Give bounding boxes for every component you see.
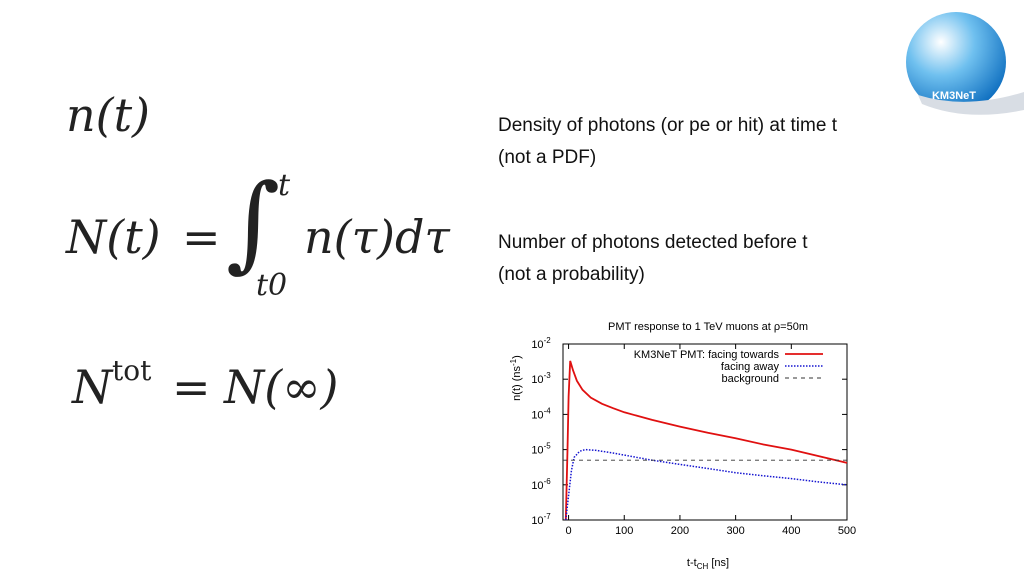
x-tick-label: 500 [838, 525, 856, 537]
chart-title: PMT response to 1 TeV muons at ρ=50m [608, 321, 808, 333]
formula-total-sup: tot [112, 354, 152, 387]
density-description-line2: (not a PDF) [498, 147, 597, 168]
y-tick-label: 10-6 [531, 477, 551, 492]
density-description: Density of photons (or pe or hit) at tim… [498, 110, 837, 174]
pmt-response-chart: PMT response to 1 TeV muons at ρ=50m n(t… [490, 312, 870, 576]
y-tick-label: 10-5 [531, 442, 551, 457]
formula-cumulative: N(t) = ∫ t t0 n(τ)dτ [66, 161, 466, 303]
density-description-line1: Density of photons (or pe or hit) at tim… [498, 115, 837, 136]
integrand: n(τ)dτ [304, 210, 450, 264]
y-tick-label: 10-4 [531, 406, 551, 421]
formula-total-rhs: N(∞) [224, 360, 339, 414]
plot-frame [562, 343, 848, 521]
integral-sign: ∫ [226, 161, 281, 283]
y-tick-label: 10-3 [531, 371, 551, 386]
y-tick-label: 10-7 [531, 512, 551, 527]
formula-cumulative-lhs: N(t) [66, 210, 161, 264]
chart-xlabel: t-tCH [ns] [687, 557, 729, 571]
x-tick-label: 0 [566, 525, 572, 537]
formula-density: n(t) [66, 88, 150, 142]
km3net-logo: KM3NeT [896, 0, 1024, 120]
legend-label-1: KM3NeT PMT: facing towards [634, 349, 780, 361]
x-tick-label: 100 [615, 525, 633, 537]
formula-total-equals: = [172, 360, 211, 414]
formula-density-lhs: n(t) [66, 88, 151, 142]
formula-total-base: N [72, 360, 113, 414]
integral-lower-limit: t0 [256, 268, 288, 303]
chart-ylabel: n(t) (ns-1) [509, 355, 523, 401]
number-description: Number of photons detected before t (not… [498, 227, 807, 291]
formula-total: N tot = N(∞) [72, 354, 372, 420]
x-tick-label: 400 [782, 525, 800, 537]
series-line-1 [564, 360, 848, 521]
integral-upper-limit: t [278, 168, 291, 203]
legend-label-2: facing away [721, 361, 780, 373]
x-tick-label: 200 [671, 525, 689, 537]
number-description-line2: (not a probability) [498, 264, 645, 285]
x-tick-label: 300 [726, 525, 744, 537]
formula-cumulative-equals: = [182, 210, 221, 264]
y-tick-label: 10-2 [531, 336, 551, 351]
number-description-line1: Number of photons detected before t [498, 232, 808, 253]
legend-label-3: background [722, 373, 780, 385]
logo-text: KM3NeT [932, 90, 976, 102]
